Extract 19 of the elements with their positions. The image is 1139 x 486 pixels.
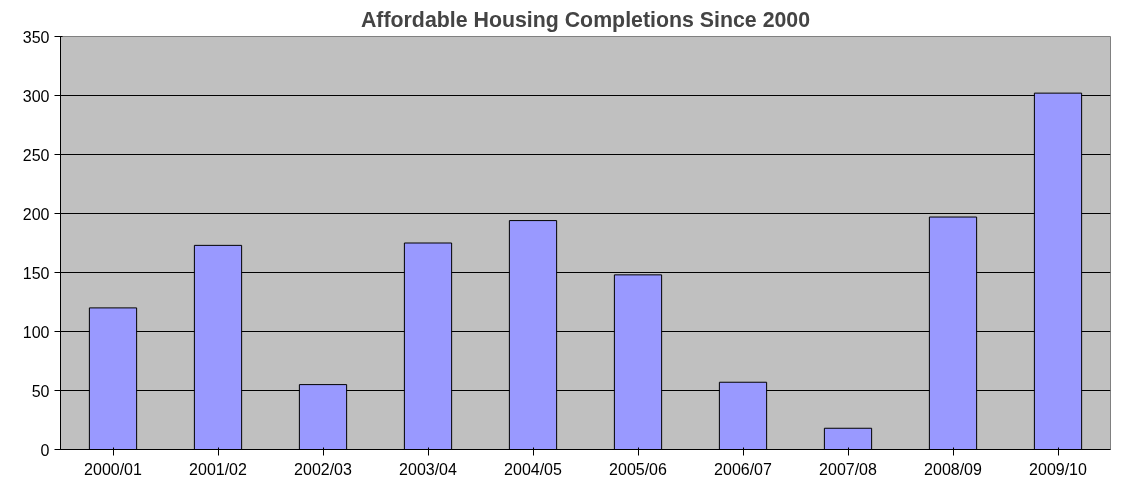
chart-title: Affordable Housing Completions Since 2000 xyxy=(360,7,811,32)
x-tick-label: 2001/02 xyxy=(189,460,248,478)
x-tick-label: 2005/06 xyxy=(609,460,668,478)
x-tick-label: 2006/07 xyxy=(714,460,773,478)
x-tick-label: 2000/01 xyxy=(84,460,143,478)
x-tick-label: 2009/10 xyxy=(1029,460,1088,478)
y-tick-label: 250 xyxy=(22,146,50,164)
x-tick-label: 2008/09 xyxy=(924,460,983,478)
y-tick-label: 150 xyxy=(22,264,50,282)
y-tick-label: 50 xyxy=(31,382,50,400)
y-tick-label: 0 xyxy=(40,441,50,459)
x-tick-label: 2002/03 xyxy=(294,460,353,478)
y-tick-label: 100 xyxy=(22,323,50,341)
y-tick-label: 300 xyxy=(22,87,50,105)
x-tick-label: 2007/08 xyxy=(819,460,878,478)
y-tick-label: 200 xyxy=(22,205,50,223)
x-tick-label: 2004/05 xyxy=(504,460,563,478)
x-tick-label: 2003/04 xyxy=(399,460,458,478)
y-tick-label: 350 xyxy=(22,28,50,46)
